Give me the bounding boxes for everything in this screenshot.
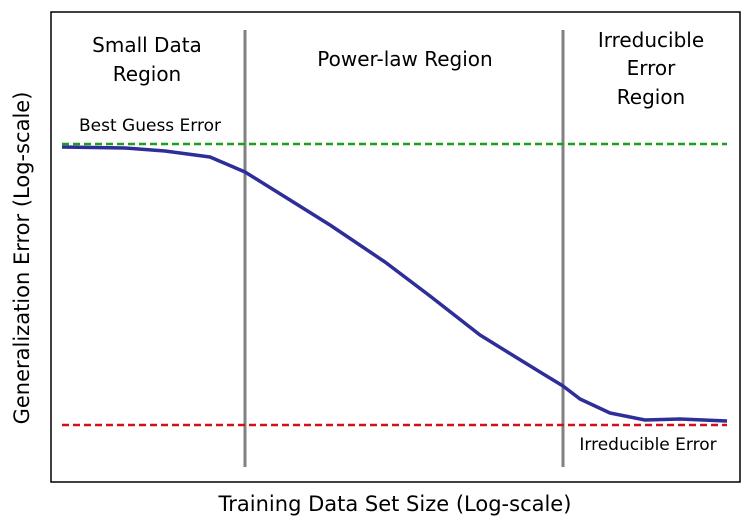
region-label: Region	[113, 62, 181, 86]
y-axis-label: Generalization Error (Log-scale)	[10, 92, 34, 425]
plot-frame	[50, 11, 741, 483]
error-curve	[61, 145, 728, 423]
region-label: Power-law Region	[317, 47, 492, 71]
annotation: Best Guess Error	[79, 116, 221, 136]
x-axis-label: Training Data Set Size (Log-scale)	[218, 492, 572, 516]
annotation: Irreducible Error	[579, 435, 716, 455]
region-label: Small Data	[92, 33, 202, 57]
region-label: Irreducible	[598, 28, 704, 52]
region-label: Region	[617, 85, 685, 109]
region-label: Error	[627, 56, 677, 80]
